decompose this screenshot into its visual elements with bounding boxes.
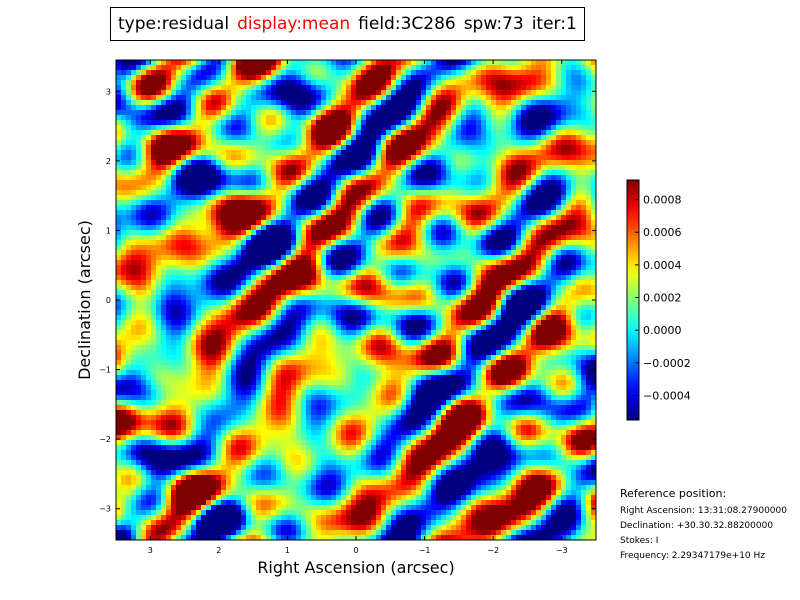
colorbar-tick-label: 0.0002 (643, 292, 682, 305)
y-axis-ticks: 3 2 1 0 −1 −2 −3 (99, 87, 596, 514)
x-tick-label: −3 (556, 546, 568, 555)
reference-frequency: Frequency: 2.29347179e+10 Hz (620, 551, 766, 561)
y-tick-label: 2 (106, 157, 111, 166)
y-tick-label: −3 (99, 505, 111, 514)
y-tick-label: 0 (106, 296, 111, 305)
x-tick-label: 2 (216, 546, 221, 555)
reference-ra: Right Ascension: 13:31:08.27900000 (620, 506, 787, 516)
colorbar-tick-label: 0.0008 (643, 194, 682, 207)
title-display: display:mean (237, 14, 351, 34)
x-tick-label: 0 (353, 546, 358, 555)
reference-title: Reference position: (620, 487, 727, 500)
residual-image[interactable] (116, 60, 597, 541)
colorbar (626, 179, 640, 421)
x-tick-label: 1 (285, 546, 290, 555)
x-tick-label: −2 (487, 546, 499, 555)
x-tick-label: −1 (419, 546, 431, 555)
title-type: type:residual (118, 14, 230, 34)
x-tick-label: 3 (148, 546, 153, 555)
title-field: field:3C286 (358, 14, 456, 34)
colorbar-tick-label: 0.0006 (643, 226, 682, 239)
colorbar-tick-label: 0.0000 (643, 324, 682, 337)
x-axis-label: Right Ascension (arcsec) (257, 558, 454, 577)
colorbar-tick-label: 0.0004 (643, 259, 682, 272)
x-axis-ticks: 3 2 1 0 −1 −2 −3 (148, 60, 568, 555)
y-tick-label: −2 (99, 435, 111, 444)
plot-title: type:residual display:mean field:3C286 s… (110, 7, 585, 41)
reference-stokes: Stokes: I (620, 536, 659, 546)
title-iter: iter:1 (531, 14, 577, 34)
y-axis-label: Declination (arcsec) (75, 220, 94, 380)
y-tick-label: 3 (106, 87, 111, 96)
y-tick-label: −1 (99, 366, 111, 375)
colorbar-tick-label: −0.0002 (643, 357, 691, 370)
reference-position-panel: Reference position: Right Ascension: 13:… (620, 486, 787, 564)
reference-dec: Declination: +30.30.32.88200000 (620, 521, 774, 531)
title-spw: spw:73 (463, 14, 524, 34)
y-tick-label: 1 (106, 226, 111, 235)
colorbar-ticks: −0.0004 −0.0002 0.0000 0.0002 0.0004 0.0006 0.… (635, 194, 691, 403)
colorbar-tick-label: −0.0004 (643, 390, 691, 403)
